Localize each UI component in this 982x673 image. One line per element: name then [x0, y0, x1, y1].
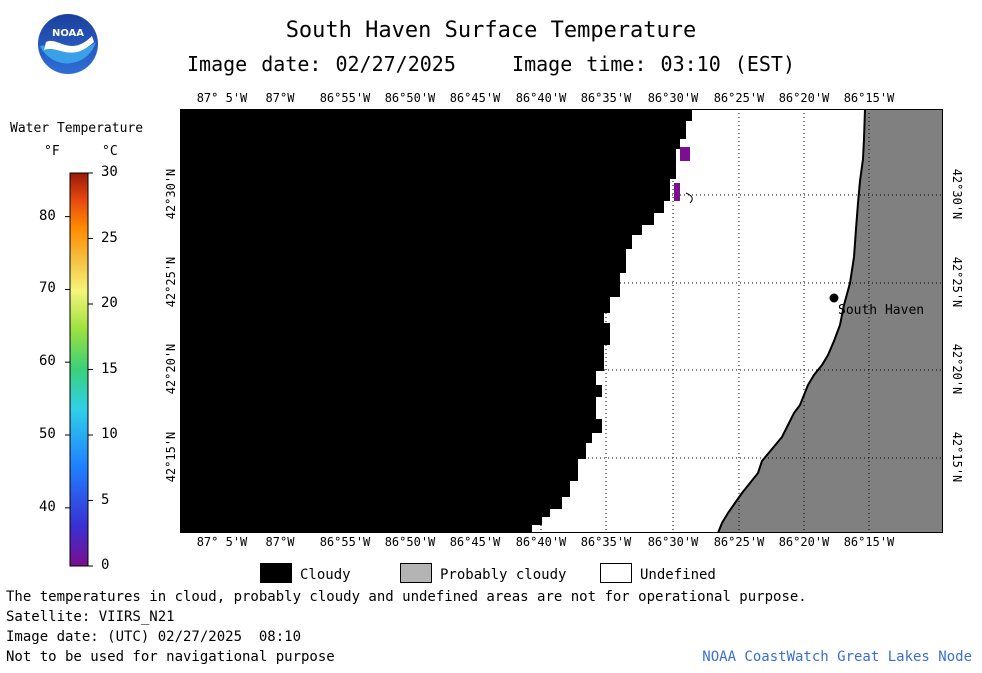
- latitude-label-left: 42°20'N: [164, 343, 178, 395]
- disclaimer-text: The temperatures in cloud, probably clou…: [6, 589, 807, 605]
- land-area: [718, 109, 943, 533]
- cold-water-patch: [680, 147, 690, 161]
- shoreline: [717, 109, 866, 533]
- longitude-label-bottom: 86°40'W: [515, 535, 567, 549]
- latitude-label-right: 42°20'N: [950, 343, 964, 395]
- celsius-tick-label: 30: [101, 164, 118, 180]
- longitude-label-bottom: 86°50'W: [384, 535, 436, 549]
- celsius-tick-label: 0: [101, 557, 110, 573]
- key-swatch-cloudy: [260, 563, 292, 583]
- latitude-label-left: 42°15'N: [164, 431, 178, 483]
- fahrenheit-tick-label: 70: [39, 280, 56, 297]
- key-label-cloudy: Cloudy: [300, 567, 351, 583]
- fahrenheit-tick-label: 40: [39, 498, 56, 515]
- key-label-undefined: Undefined: [640, 567, 716, 583]
- unit-celsius: °C: [102, 144, 118, 159]
- satellite-text: Satellite: VIIRS_N21: [6, 609, 175, 625]
- credit-text: NOAA CoastWatch Great Lakes Node: [702, 649, 972, 665]
- longitude-label-bottom: 86°30'W: [647, 535, 699, 549]
- south-haven-marker: [829, 293, 839, 303]
- sst-map: [180, 109, 943, 533]
- graticule: [180, 109, 943, 533]
- longitude-label-top: 86°45'W: [449, 91, 501, 105]
- longitude-label-bottom: 87°W: [265, 535, 295, 549]
- latitude-label-right: 42°25'N: [950, 256, 964, 308]
- longitude-label-top: 86°40'W: [515, 91, 567, 105]
- fahrenheit-tick-label: 60: [39, 353, 56, 370]
- fahrenheit-tick-label: 50: [39, 426, 56, 442]
- cold-water-patch: [674, 183, 680, 201]
- longitude-label-top: 86°20'W: [778, 91, 830, 105]
- longitude-label-bottom: 86°25'W: [713, 535, 765, 549]
- utc-date-text: Image date: (UTC) 02/27/2025 08:10: [6, 629, 302, 645]
- navigation-warning: Not to be used for navigational purpose: [6, 649, 335, 665]
- longitude-label-bottom: 86°35'W: [580, 535, 632, 549]
- color-scale: [65, 172, 93, 567]
- longitude-label-top: 86°15'W: [843, 91, 895, 105]
- color-bar: [69, 172, 89, 567]
- celsius-tick-label: 25: [101, 229, 118, 246]
- map-frame: [180, 109, 943, 533]
- fahrenheit-tick-label: 80: [39, 207, 56, 224]
- longitude-label-bottom: 86°20'W: [778, 535, 830, 549]
- latitude-label-left: 42°30'N: [164, 168, 178, 220]
- legend-title: Water Temperature: [10, 121, 144, 136]
- harbor-outline: [685, 192, 693, 204]
- longitude-label-bottom: 86°15'W: [843, 535, 895, 549]
- longitude-label-top: 86°55'W: [319, 91, 371, 105]
- celsius-tick-label: 10: [101, 426, 118, 442]
- noaa-logo: NOAA: [38, 14, 98, 74]
- logo-text: NOAA: [52, 28, 84, 39]
- image-date-time: Image date: 02/27/2025 Image time: 03:10…: [186, 52, 795, 76]
- cloud-area: [180, 109, 692, 533]
- key-swatch-probably-cloudy: [400, 563, 432, 583]
- latitude-label-right: 42°30'N: [950, 168, 964, 220]
- page-title: South Haven Surface Temperature: [285, 18, 697, 43]
- longitude-label-bottom: 86°45'W: [449, 535, 501, 549]
- key-label-probably-cloudy: Probably cloudy: [440, 567, 567, 583]
- latitude-label-left: 42°25'N: [164, 256, 178, 308]
- longitude-label-top: 87° 5'W: [196, 91, 248, 105]
- celsius-tick-label: 5: [101, 491, 110, 508]
- longitude-label-top: 86°35'W: [580, 91, 632, 105]
- celsius-tick-label: 15: [101, 360, 118, 377]
- longitude-label-top: 87°W: [265, 91, 295, 105]
- longitude-label-top: 86°25'W: [713, 91, 765, 105]
- longitude-label-top: 86°50'W: [384, 91, 436, 105]
- latitude-label-right: 42°15'N: [950, 431, 964, 483]
- key-swatch-undefined: [600, 563, 632, 583]
- celsius-tick-label: 20: [101, 295, 118, 311]
- place-label-south-haven: South Haven: [838, 303, 925, 318]
- longitude-label-bottom: 87° 5'W: [196, 535, 248, 549]
- longitude-label-bottom: 86°55'W: [319, 535, 371, 549]
- unit-fahrenheit: °F: [44, 144, 60, 159]
- longitude-label-top: 86°30'W: [647, 91, 699, 105]
